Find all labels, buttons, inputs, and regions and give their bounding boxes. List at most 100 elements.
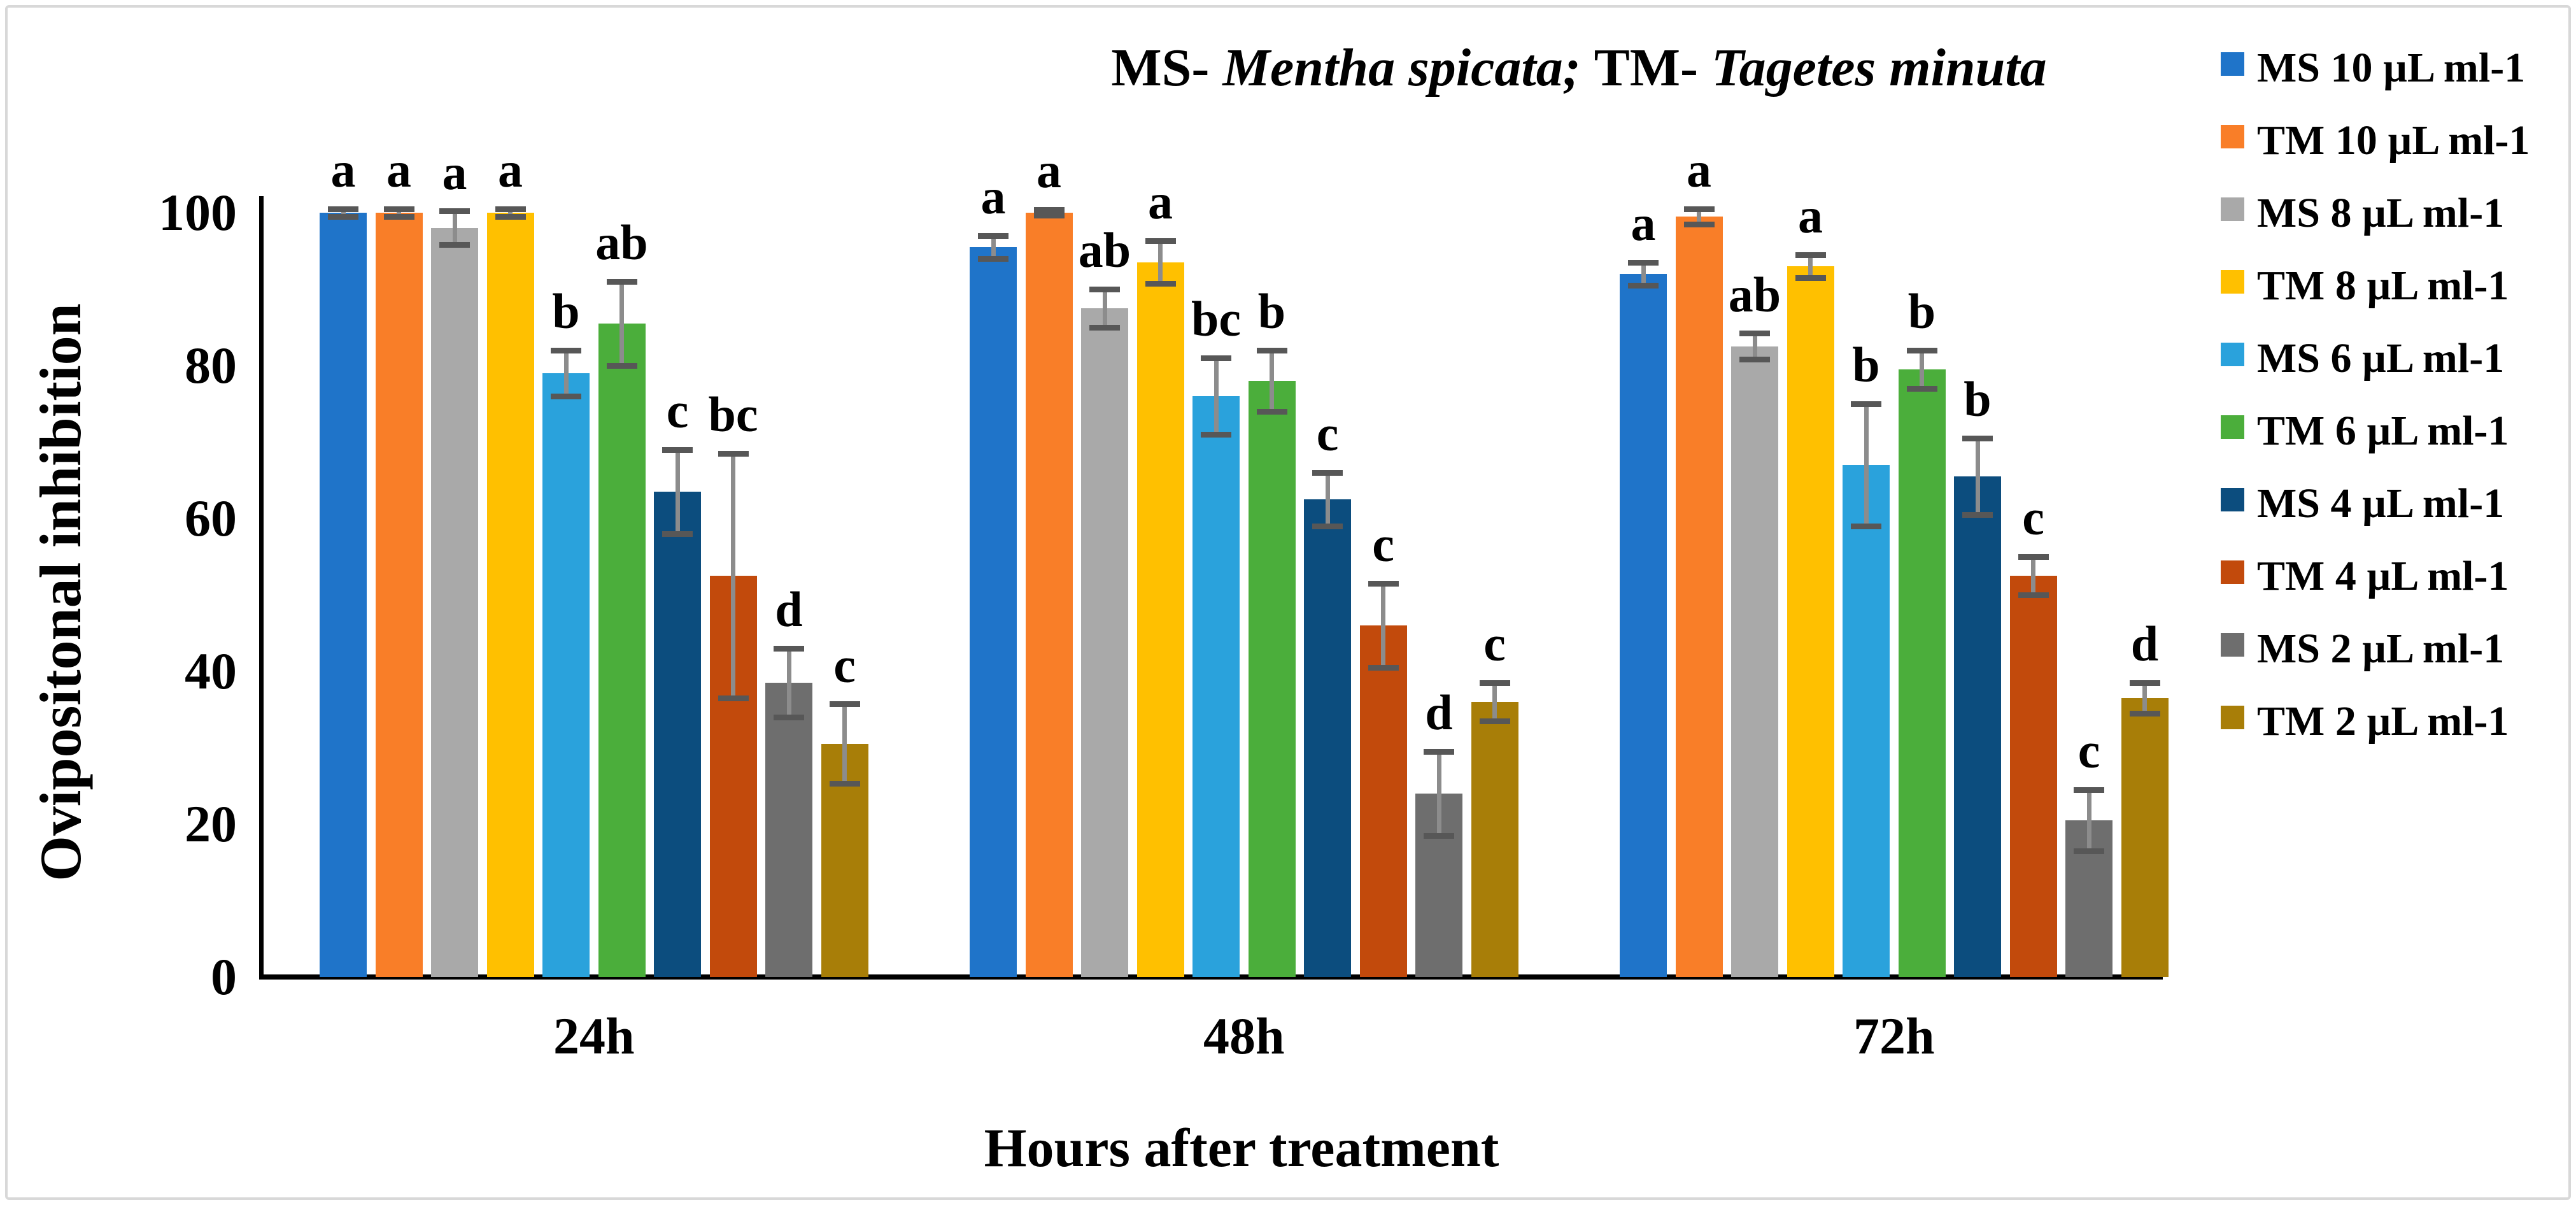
error-bar-cap xyxy=(383,206,414,212)
significance-letter: c xyxy=(1483,616,1506,671)
bar-TM4-48h xyxy=(1359,625,1407,977)
error-bar-cap xyxy=(551,347,581,353)
chart-title-segment: Tagetes minuta xyxy=(1711,38,2047,97)
error-bar xyxy=(1492,683,1497,721)
error-bar-cap xyxy=(718,695,749,701)
significance-letter: a xyxy=(386,142,411,197)
error-bar-cap xyxy=(1256,408,1287,415)
error-bar-cap xyxy=(1851,401,1881,407)
significance-letter: c xyxy=(2022,490,2044,545)
significance-letter: d xyxy=(1425,685,1453,740)
error-bar xyxy=(452,211,457,245)
bar-MS6-24h xyxy=(542,373,590,977)
bar-MS10-24h xyxy=(320,213,367,977)
bar-TM4-72h xyxy=(2009,576,2057,977)
significance-letter: a xyxy=(330,142,356,197)
bar-MS10-48h xyxy=(970,247,1017,977)
y-tick-label: 40 xyxy=(185,642,237,700)
legend-swatch xyxy=(2221,52,2244,76)
bar-MS2-24h xyxy=(765,683,812,977)
error-bar-cap xyxy=(1906,347,1937,353)
significance-letter: a xyxy=(1037,143,1061,199)
error-bar-cap xyxy=(1683,221,1715,227)
error-bar-cap xyxy=(1795,275,1826,281)
error-bar-cap xyxy=(1424,748,1454,755)
x-axis-line xyxy=(259,974,2163,980)
bar-TM6-24h xyxy=(598,324,646,977)
x-category-label: 24h xyxy=(553,1007,635,1065)
error-bar-cap xyxy=(1201,431,1231,438)
bar-MS6-48h xyxy=(1192,396,1240,977)
error-bar-cap xyxy=(1628,282,1659,289)
significance-letter: bc xyxy=(708,387,758,442)
legend-swatch xyxy=(2221,706,2244,729)
error-bar-cap xyxy=(1368,664,1399,671)
error-bar-cap xyxy=(662,446,693,453)
significance-letter: ab xyxy=(595,215,648,270)
chart-title: MS- Mentha spicata; TM- Tagetes minuta xyxy=(1111,37,2046,99)
error-bar-cap xyxy=(978,232,1008,239)
significance-letter: b xyxy=(1257,283,1286,339)
error-bar-cap xyxy=(1795,252,1826,258)
error-bar-cap xyxy=(1312,469,1343,476)
bar-TM8-48h xyxy=(1136,262,1184,977)
significance-letter: b xyxy=(552,283,580,339)
error-bar xyxy=(341,209,346,217)
bar-TM8-72h xyxy=(1787,266,1834,977)
error-bar xyxy=(842,704,847,784)
error-bar xyxy=(1641,262,1646,285)
legend-swatch xyxy=(2221,488,2244,511)
error-bar-cap xyxy=(1145,238,1176,244)
bar-MS8-48h xyxy=(1081,308,1128,977)
bar-TM6-48h xyxy=(1248,381,1296,977)
significance-letter: ab xyxy=(1728,266,1781,322)
error-bar xyxy=(508,209,513,217)
error-bar-cap xyxy=(1906,385,1937,392)
error-bar xyxy=(675,450,680,534)
error-bar-cap xyxy=(1628,259,1659,266)
error-bar xyxy=(991,236,996,259)
error-bar xyxy=(2031,557,2035,595)
error-bar xyxy=(1047,210,1051,216)
significance-letter: b xyxy=(1907,283,1936,339)
error-bar-cap xyxy=(2074,787,2104,793)
error-bar-cap xyxy=(1033,206,1065,213)
legend-swatch xyxy=(2221,270,2244,294)
error-bar-cap xyxy=(551,393,581,399)
legend-label: MS 2 µL ml-1 xyxy=(2257,625,2505,672)
error-bar-cap xyxy=(383,213,414,220)
bar-TM2-72h xyxy=(2121,698,2169,977)
significance-letter: b xyxy=(1964,371,1992,427)
error-bar xyxy=(1752,333,1757,360)
bar-MS10-72h xyxy=(1620,274,1667,977)
bar-TM6-72h xyxy=(1898,369,1946,977)
error-bar-cap xyxy=(662,531,693,537)
error-bar-cap xyxy=(1739,356,1770,362)
error-bar-cap xyxy=(328,206,358,212)
chart-title-segment: TM- xyxy=(1594,38,1712,97)
error-bar-cap xyxy=(1479,718,1510,724)
error-bar xyxy=(731,453,735,698)
error-bar-cap xyxy=(1089,286,1120,292)
bar-MS8-24h xyxy=(431,228,478,977)
legend-swatch xyxy=(2221,343,2244,366)
error-bar-cap xyxy=(1479,680,1510,686)
legend-label: TM 8 µL ml-1 xyxy=(2257,262,2509,309)
chart-title-segment: Mentha spicata; xyxy=(1222,38,1594,97)
bar-TM8-24h xyxy=(486,213,534,977)
y-tick-label: 60 xyxy=(185,489,237,547)
significance-letter: a xyxy=(1631,196,1656,251)
error-bar xyxy=(1436,752,1441,836)
significance-letter: a xyxy=(1148,174,1173,230)
error-bar xyxy=(1158,241,1163,284)
figure-border xyxy=(5,5,2571,1200)
error-bar-cap xyxy=(1089,324,1120,331)
significance-letter: ab xyxy=(1078,222,1131,278)
error-bar-cap xyxy=(1962,511,1993,518)
significance-letter: a xyxy=(442,144,467,200)
error-bar-cap xyxy=(2129,710,2160,717)
error-bar xyxy=(1808,255,1813,278)
legend-label: MS 8 µL ml-1 xyxy=(2257,190,2505,236)
error-bar-cap xyxy=(1201,355,1231,361)
